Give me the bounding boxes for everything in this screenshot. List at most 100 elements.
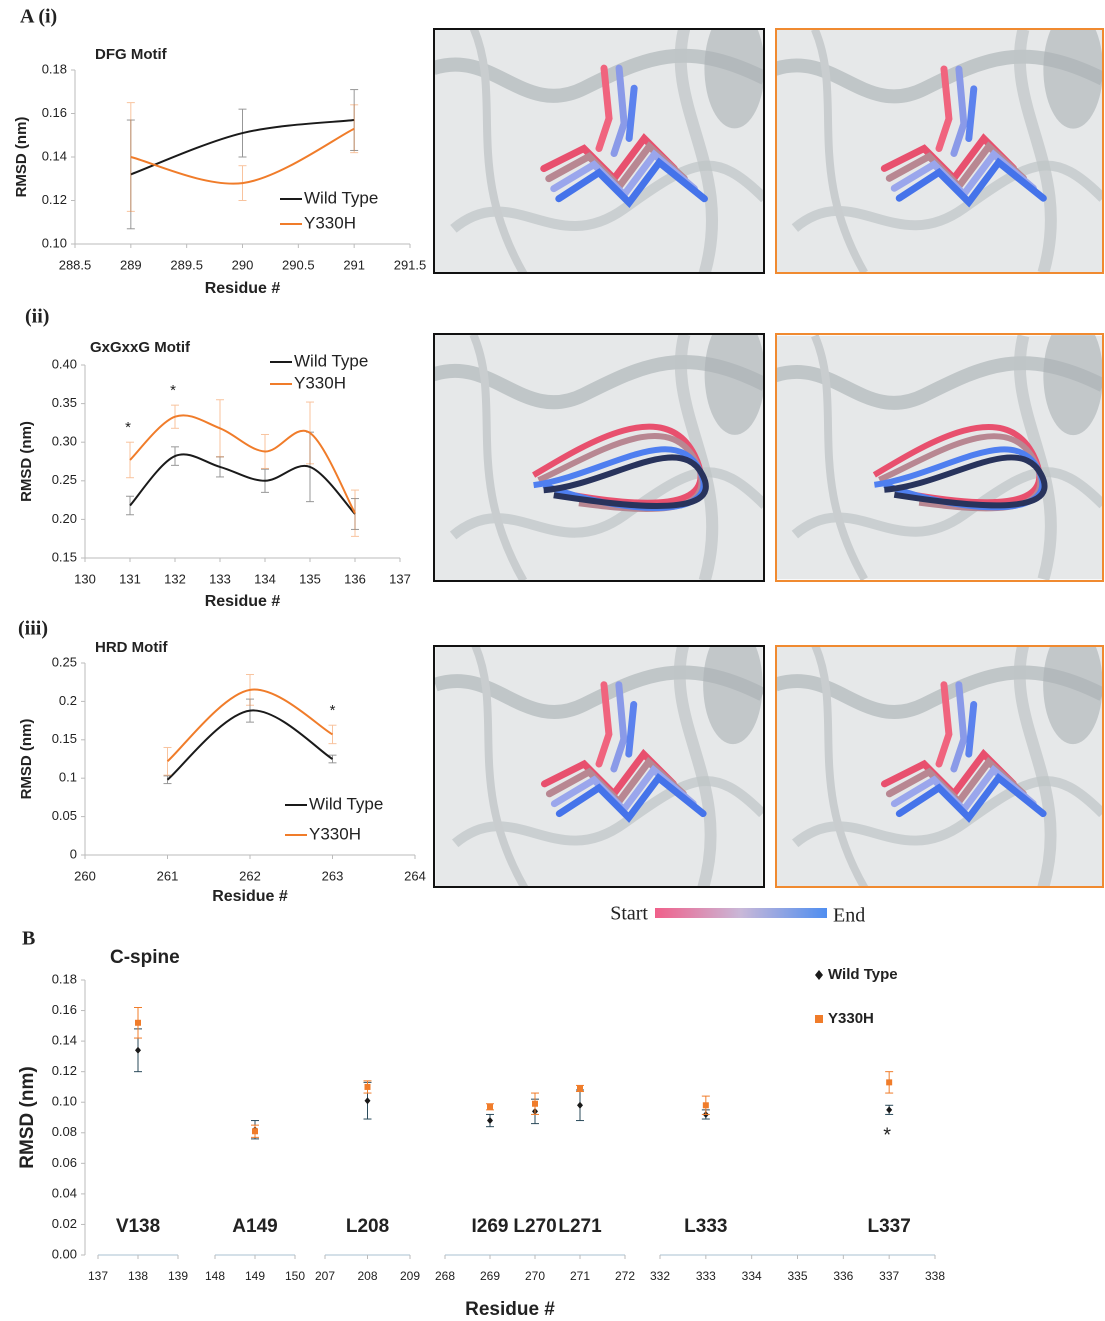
x-tick-label: 289.5 [170, 257, 203, 272]
structure-image [775, 9, 1103, 273]
y-axis-title: RMSD (nm) [18, 421, 35, 502]
y-tick-label: 0.16 [42, 105, 67, 120]
x-tick-label: 137 [389, 571, 411, 586]
x-tick-label: 262 [239, 868, 261, 883]
figure: Start End A (i) (ii) (iii) B DFG MotifRe… [0, 0, 1105, 1321]
legend-label: Y330H [828, 1010, 874, 1027]
residue-label: L208 [346, 1216, 389, 1237]
point [252, 1128, 258, 1134]
x-tick-label: 291.5 [394, 257, 427, 272]
chart-title: GxGxxG Motif [90, 339, 191, 356]
x-tick-label: 132 [164, 571, 186, 586]
y-tick-label: 0.18 [42, 61, 67, 76]
point [703, 1102, 709, 1108]
annotation: * [330, 702, 336, 719]
x-tick-label: 148 [205, 1269, 225, 1283]
colorbar-start: Start [610, 903, 648, 925]
legend-label: Wild Type [304, 188, 378, 207]
x-tick-label: 133 [209, 571, 231, 586]
x-tick-label: 136 [344, 571, 366, 586]
point [135, 1020, 141, 1026]
point [487, 1104, 493, 1110]
y-tick-label: 0.05 [52, 808, 77, 823]
x-axis-title: Residue # [205, 593, 281, 610]
x-tick-label: 264 [404, 868, 426, 883]
x-tick-label: 336 [833, 1269, 853, 1283]
legend-label: Y330H [309, 824, 361, 843]
y-tick-label: 0 [70, 846, 77, 861]
x-tick-label: 272 [615, 1269, 635, 1283]
point [135, 1047, 141, 1054]
x-tick-label: 261 [157, 868, 179, 883]
y-axis-title: RMSD (nm) [13, 117, 30, 198]
x-tick-label: 290.5 [282, 257, 315, 272]
y-axis-title: RMSD (nm) [17, 1066, 38, 1168]
x-tick-label: 263 [322, 868, 344, 883]
page: Start End A (i) (ii) (iii) B DFG MotifRe… [0, 0, 1105, 1321]
structure-image [775, 316, 1103, 581]
y-tick-label: 0.10 [42, 235, 67, 250]
y-tick-label: 0.18 [52, 971, 77, 986]
y-tick-label: 0.15 [52, 549, 77, 564]
x-tick-label: 269 [480, 1269, 500, 1283]
point [365, 1097, 371, 1104]
x-tick-label: 291 [343, 257, 365, 272]
y-axis-title: RMSD (nm) [18, 719, 35, 800]
residue-label: L271 [558, 1216, 602, 1237]
x-tick-label: 207 [315, 1269, 335, 1283]
structure-image [433, 8, 764, 274]
x-tick-label: 337 [879, 1269, 899, 1283]
point [365, 1084, 371, 1090]
y-tick-label: 0.16 [52, 1002, 77, 1017]
x-tick-label: 138 [128, 1269, 148, 1283]
y-tick-label: 0.14 [42, 148, 67, 163]
structure-image [433, 314, 765, 581]
x-axis-title: Residue # [205, 280, 281, 297]
point [886, 1079, 892, 1085]
point [577, 1102, 583, 1109]
x-tick-label: 139 [168, 1269, 188, 1283]
structure-image [775, 625, 1103, 888]
x-tick-label: 338 [925, 1269, 945, 1283]
chart: DFG Motif Residue # RMSD (nm) 0.10 0.12 0.14 0… [13, 46, 426, 297]
legend-marker [815, 970, 823, 980]
residue-label: I269 [472, 1216, 509, 1237]
residue-label: V138 [116, 1216, 160, 1237]
y-tick-label: 0.30 [52, 434, 77, 449]
y-tick-label: 0.00 [52, 1246, 77, 1261]
x-tick-label: 149 [245, 1269, 265, 1283]
residue-label: L270 [513, 1216, 556, 1237]
x-tick-label: 135 [299, 571, 321, 586]
panel-label: (ii) [25, 306, 49, 328]
point [532, 1101, 538, 1107]
y-tick-label: 0.2 [59, 693, 77, 708]
residue-label: L337 [868, 1216, 911, 1237]
point [577, 1085, 583, 1091]
chart: GxGxxG Motif Residue # RMSD (nm) 0.15 0.20 0.… [18, 339, 411, 610]
structure-panels [433, 8, 1103, 888]
annotation: * [883, 1125, 891, 1147]
y-tick-label: 0.12 [52, 1063, 77, 1078]
y-tick-label: 0.04 [52, 1185, 77, 1200]
x-tick-label: 288.5 [59, 257, 92, 272]
x-tick-label: 334 [742, 1269, 762, 1283]
y-tick-label: 0.15 [52, 731, 77, 746]
chart-title: HRD Motif [95, 639, 168, 656]
y-tick-label: 0.40 [52, 356, 77, 371]
y-tick-label: 0.12 [42, 192, 67, 207]
x-tick-label: 333 [696, 1269, 716, 1283]
y-tick-label: 0.14 [52, 1033, 77, 1048]
x-tick-label: 130 [74, 571, 96, 586]
legend-marker [815, 1015, 823, 1023]
x-tick-label: 332 [650, 1269, 670, 1283]
x-tick-label: 137 [88, 1269, 108, 1283]
y-tick-label: 0.06 [52, 1155, 77, 1170]
annotation: * [125, 419, 131, 436]
structure-image [434, 625, 764, 888]
y-tick-label: 0.1 [59, 770, 77, 785]
x-tick-label: 290 [232, 257, 254, 272]
panel-label: (iii) [18, 618, 48, 640]
chart-title: DFG Motif [95, 46, 168, 63]
chart-title: C-spine [110, 947, 180, 968]
y-tick-label: 0.20 [52, 511, 77, 526]
